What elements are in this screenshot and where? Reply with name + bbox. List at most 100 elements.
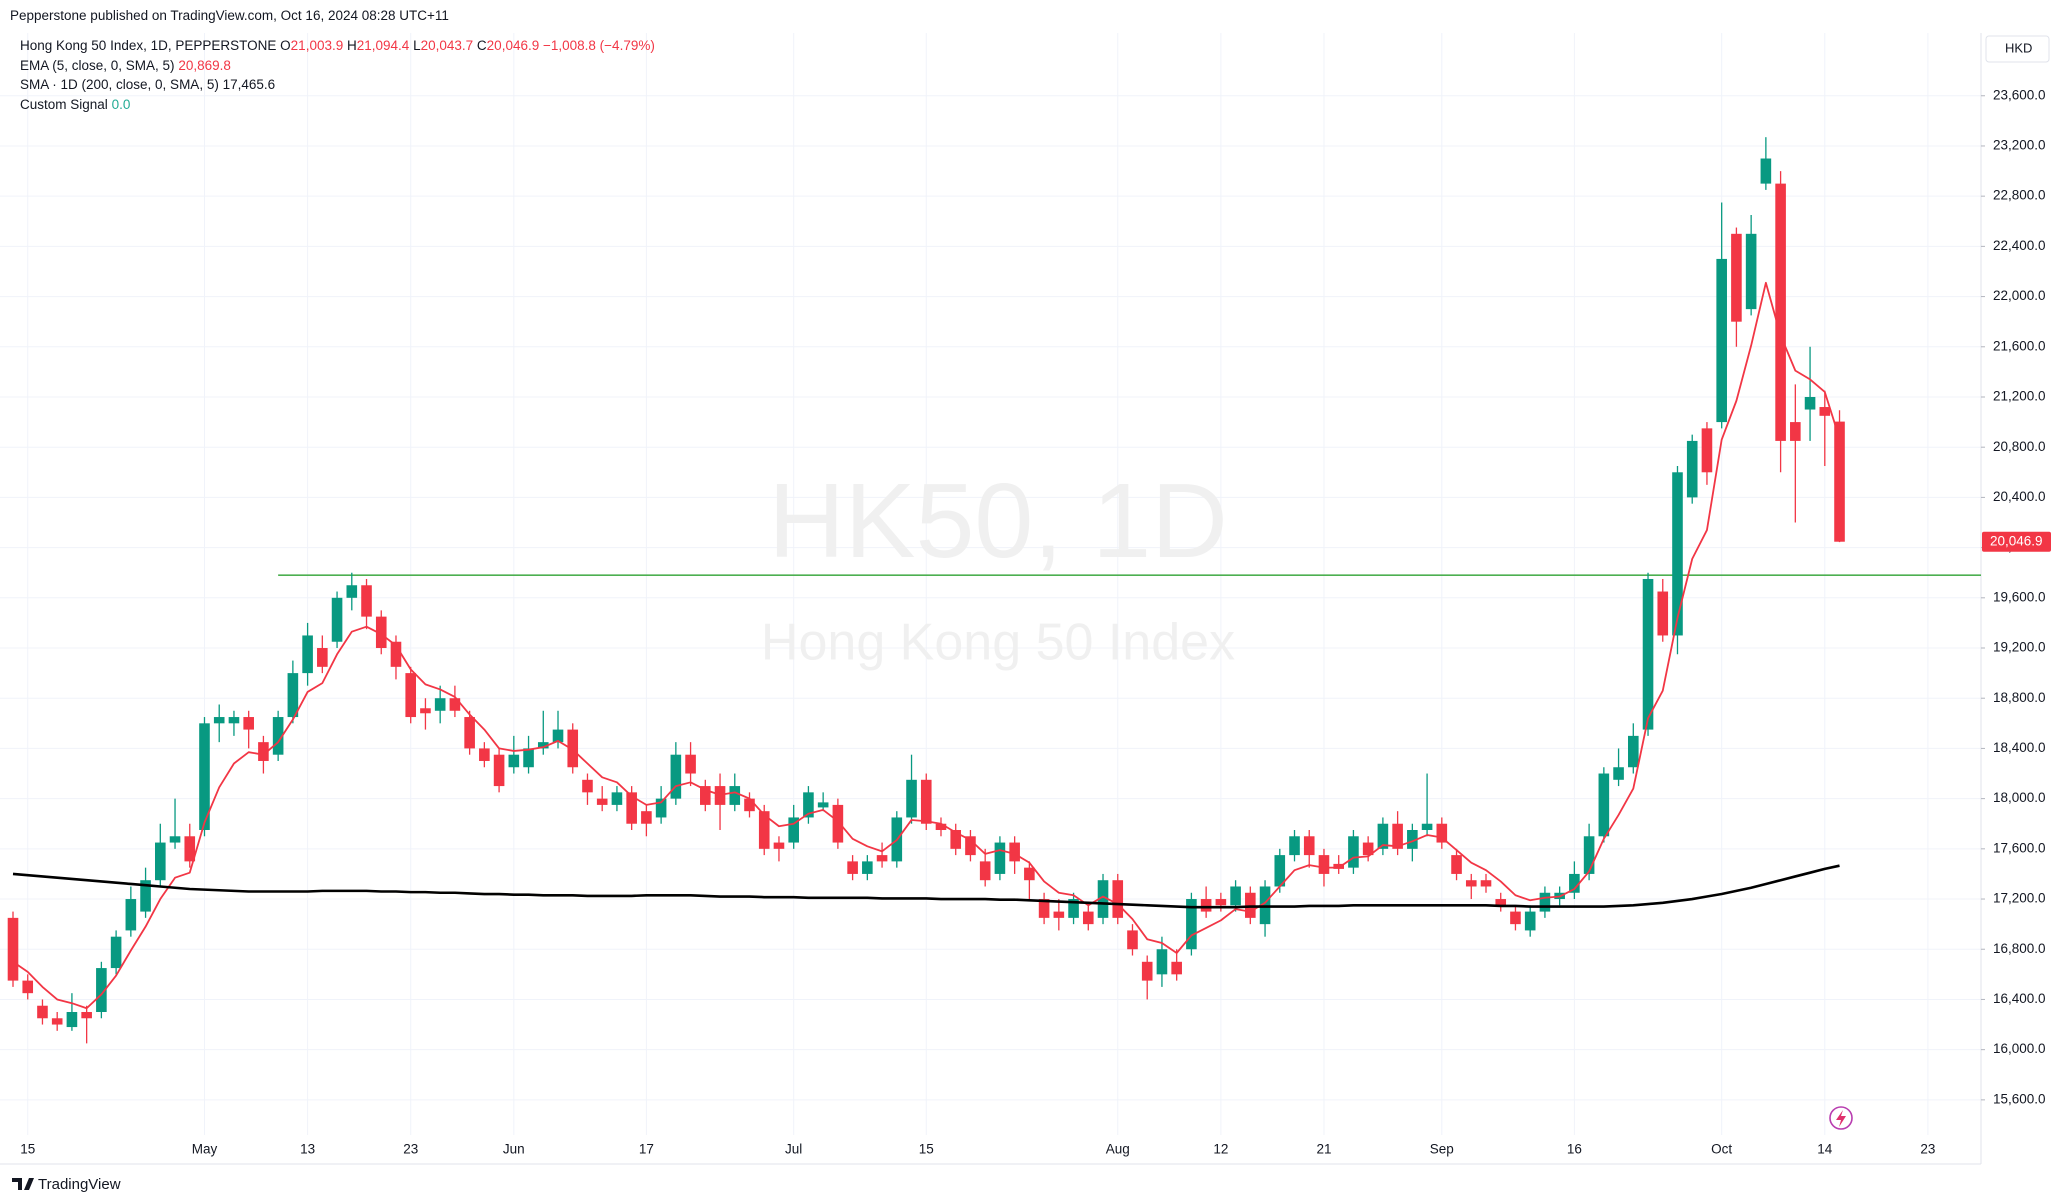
y-tick-label: 16,400.0 [1993, 991, 2046, 1006]
legend-sma-row: SMA · 1D (200, close, 0, SMA, 5) 17,465.… [20, 75, 655, 95]
candle-body [950, 830, 962, 849]
candle-body [317, 648, 328, 667]
candle-body [1171, 961, 1182, 975]
candle-body [1215, 899, 1227, 906]
y-tick-label: 23,600.0 [1993, 87, 2046, 102]
candle-body [390, 641, 402, 667]
legend-symbol: Hong Kong 50 Index, 1D, PEPPERSTONE [20, 38, 277, 53]
candle-body [66, 1011, 78, 1028]
candle-body [508, 754, 520, 768]
candle-body [685, 754, 696, 774]
candle-body [479, 748, 490, 761]
legend-ohlc-key: H [347, 38, 357, 53]
candle-body [906, 779, 917, 818]
candle-body [22, 980, 34, 994]
signal-icon-bolt [1836, 1110, 1846, 1127]
candle-body [169, 836, 181, 843]
candle-body [626, 792, 637, 824]
candle-body [1436, 823, 1448, 843]
candle-body [1613, 767, 1624, 780]
last-price-tag [1982, 531, 2051, 552]
candle-body [1819, 407, 1831, 416]
candle-body [1377, 823, 1389, 849]
candle-body [1524, 911, 1536, 931]
candle-body [729, 786, 741, 805]
candle-body [434, 698, 446, 711]
legend-ohlc-key: C [476, 38, 487, 53]
candle-body [1465, 880, 1477, 887]
x-tick-label: 23 [403, 1142, 418, 1157]
candle-body [1760, 158, 1772, 184]
x-tick-label: Sep [1430, 1142, 1454, 1157]
candle-body [832, 804, 844, 843]
legend-signal-name: Custom Signal [20, 96, 108, 112]
legend-symbol-row: Hong Kong 50 Index, 1D, PEPPERSTONE O21,… [20, 36, 655, 56]
candle-body [582, 779, 593, 793]
candle-body [1539, 892, 1551, 912]
y-tick-label: 21,200.0 [1993, 389, 2046, 404]
legend-ema-value: 20,869.8 [178, 57, 231, 73]
candle-body [1156, 949, 1168, 975]
candle-body [258, 742, 269, 761]
candle-body [420, 708, 431, 714]
legend-ohlc-key: O [280, 38, 291, 53]
y-tick-label: 18,000.0 [1993, 790, 2046, 805]
candle-body [1289, 836, 1300, 856]
candle-body [1731, 233, 1742, 322]
candle-body [7, 917, 19, 981]
candle-body [37, 1005, 48, 1019]
candle-body [1362, 842, 1374, 856]
candle-body [184, 836, 196, 862]
y-tick-label: 22,800.0 [1993, 188, 2046, 203]
y-tick-label: 23,200.0 [1993, 138, 2046, 153]
candle-body [537, 742, 549, 749]
brand-name: TradingView [38, 1176, 121, 1193]
candle-body [1333, 863, 1344, 869]
x-tick-label: 21 [1316, 1142, 1331, 1157]
y-tick-label: 19,200.0 [1993, 640, 2046, 655]
candle-body [1716, 258, 1727, 423]
candle-body [744, 798, 755, 812]
candle-body [1348, 836, 1359, 868]
candle-body [1274, 855, 1286, 887]
candle-body [493, 754, 505, 787]
candle-body [213, 717, 225, 724]
y-tick-label: 18,800.0 [1993, 690, 2046, 705]
legend-ohlc-key: L [413, 38, 421, 53]
candle-body [449, 698, 461, 711]
candle-body [51, 1018, 63, 1025]
y-tick-label: 16,000.0 [1993, 1041, 2046, 1056]
watermark: HK50, 1D [768, 462, 1228, 580]
candle-body [1598, 773, 1610, 837]
candle-body [523, 748, 534, 768]
legend: Hong Kong 50 Index, 1D, PEPPERSTONE O21,… [20, 36, 655, 114]
candle-body [331, 597, 343, 642]
y-tick-label: 18,400.0 [1993, 740, 2046, 755]
candle-body [1834, 421, 1845, 542]
x-tick-label: 13 [300, 1142, 315, 1157]
y-tick-label: 17,600.0 [1993, 840, 2046, 855]
brand-logo-mark [12, 1178, 34, 1190]
candle-body [1407, 830, 1418, 849]
candle-body [96, 968, 107, 1012]
legend-ohlc-value: 21,003.9 [290, 38, 344, 53]
currency-box[interactable] [1985, 35, 2050, 63]
x-tick-label: 15 [919, 1142, 934, 1157]
y-tick-label: 22,000.0 [1993, 288, 2046, 303]
candle-body [803, 792, 814, 818]
candle-body [935, 823, 947, 831]
candle-body [1097, 880, 1109, 918]
candle-body [700, 786, 711, 805]
x-tick-label: Jun [503, 1142, 525, 1157]
signal-icon[interactable] [1829, 1106, 1853, 1130]
brand-logo [12, 1178, 34, 1190]
candle-body [1569, 873, 1580, 893]
candle-body [1510, 911, 1521, 925]
candle-body [346, 585, 358, 598]
candle-body [611, 792, 623, 805]
candle-body [405, 673, 417, 718]
candle-body [110, 936, 122, 969]
x-tick-label: Jul [785, 1142, 802, 1157]
